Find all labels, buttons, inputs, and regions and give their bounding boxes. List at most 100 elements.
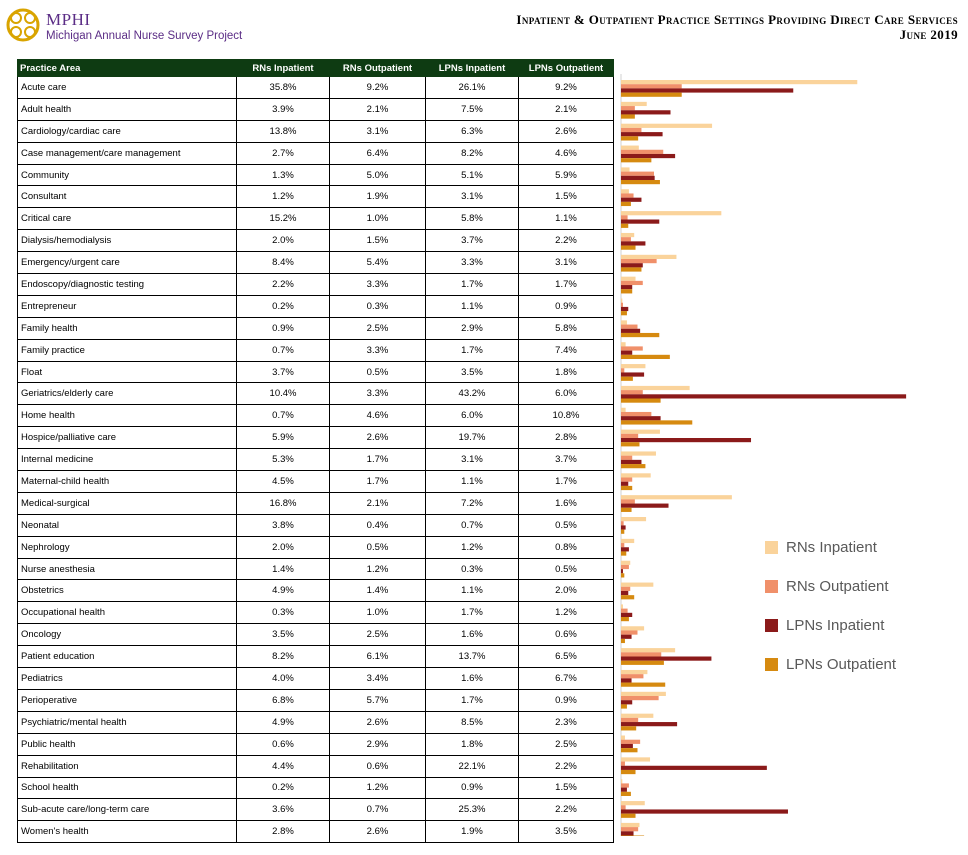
practice-area-cell: Neonatal [17, 513, 237, 537]
value-cell: 2.5% [329, 316, 426, 340]
value-cell: 10.8% [518, 404, 614, 428]
legend-swatch [765, 658, 778, 671]
bar [621, 517, 647, 522]
value-cell: 2.7% [236, 141, 330, 165]
value-cell: 1.1% [518, 207, 614, 231]
table-row: Critical care 15.2% 1.0% 5.8% 1.1% [17, 207, 614, 231]
practice-area-cell: Nurse anesthesia [17, 557, 237, 581]
value-cell: 4.9% [236, 710, 330, 734]
legend-item: LPNs Inpatient [765, 606, 896, 645]
table-row: Perioperative 6.8% 5.7% 1.7% 0.9% [17, 688, 614, 712]
value-cell: 0.2% [236, 776, 330, 800]
table-row: Nurse anesthesia 1.4% 1.2% 0.3% 0.5% [17, 557, 614, 581]
value-cell: 35.8% [236, 76, 330, 99]
bar [621, 263, 643, 268]
bar [621, 92, 682, 97]
bar [621, 779, 623, 784]
value-cell: 2.3% [518, 710, 614, 734]
bar [621, 674, 644, 679]
value-cell: 1.1% [425, 294, 519, 318]
bar [621, 481, 629, 486]
value-cell: 7.4% [518, 338, 614, 362]
bar [621, 660, 664, 665]
practice-area-cell: Public health [17, 732, 237, 756]
value-cell: 2.6% [518, 119, 614, 143]
bar [621, 503, 669, 508]
bar [621, 551, 627, 556]
practice-area-cell: Case management/care management [17, 141, 237, 165]
value-cell: 0.2% [236, 294, 330, 318]
bar [621, 801, 645, 806]
value-cell: 1.1% [425, 579, 519, 603]
bar [621, 332, 660, 338]
bar [621, 88, 794, 93]
practice-area-cell: Oncology [17, 623, 237, 647]
bar [621, 189, 629, 194]
bar [621, 573, 625, 578]
bar [621, 201, 631, 207]
value-cell: 8.4% [236, 251, 330, 275]
bar [621, 267, 642, 272]
value-cell: 0.8% [518, 535, 614, 559]
bar-chart [620, 74, 907, 836]
practice-area-cell: Perioperative [17, 688, 237, 712]
practice-area-cell: Cardiology/cardiac care [17, 119, 237, 143]
practice-area-cell: Acute care [17, 76, 237, 99]
bar [621, 180, 660, 185]
value-cell: 2.0% [236, 535, 330, 559]
column-header: RNs Inpatient [236, 59, 330, 77]
bar [621, 700, 633, 705]
value-cell: 10.4% [236, 382, 330, 406]
value-cell: 2.6% [329, 426, 426, 450]
bar [621, 237, 631, 242]
value-cell: 26.1% [425, 76, 519, 99]
bar [621, 153, 676, 159]
bar [621, 696, 659, 701]
table-row: Geriatrics/elderly care 10.4% 3.3% 43.2% 6.0… [17, 382, 614, 406]
value-cell: 2.9% [425, 316, 519, 340]
title-line-1: Inpatient & Outpatient Practice Settings… [516, 12, 958, 27]
bar [621, 499, 635, 504]
practice-area-cell: Internal medicine [17, 448, 237, 472]
practice-area-cell: Entrepreneur [17, 294, 237, 318]
value-cell: 3.4% [329, 667, 426, 690]
table-row: Oncology 3.5% 2.5% 1.6% 0.6% [17, 623, 614, 647]
bar [621, 525, 626, 530]
practice-area-cell: Psychiatric/mental health [17, 710, 237, 734]
bar [621, 590, 629, 596]
bar [621, 197, 642, 202]
value-cell: 0.6% [236, 732, 330, 756]
bar [621, 219, 660, 224]
bar [621, 390, 643, 395]
value-cell: 1.2% [518, 601, 614, 625]
value-cell: 3.3% [329, 382, 426, 406]
table-header-row: Practice Area RNs Inpatient RNs Outpatie… [17, 59, 614, 77]
bar [621, 364, 646, 369]
value-cell: 6.0% [425, 404, 519, 428]
bar [621, 608, 628, 613]
value-cell: 0.7% [329, 798, 426, 822]
value-cell: 15.2% [236, 207, 330, 231]
table-row: Sub-acute care/long-term care 3.6% 0.7% 25.… [17, 798, 614, 822]
table-row: Neonatal 3.8% 0.4% 0.7% 0.5% [17, 513, 614, 537]
value-cell: 0.7% [236, 338, 330, 362]
legend-item: RNs Outpatient [765, 567, 896, 606]
table-row: Emergency/urgent care 8.4% 5.4% 3.3% 3.1% [17, 251, 614, 275]
bar [621, 429, 660, 434]
bar [621, 538, 635, 544]
bar [621, 80, 858, 85]
value-cell: 8.2% [425, 141, 519, 165]
value-cell: 5.1% [425, 163, 519, 187]
value-cell: 4.5% [236, 470, 330, 493]
value-cell: 5.8% [518, 316, 614, 340]
value-cell: 8.2% [236, 645, 330, 669]
bar [621, 748, 638, 753]
table-row: Nephrology 2.0% 0.5% 1.2% 0.8% [17, 535, 614, 559]
bar [621, 507, 632, 512]
bar [621, 630, 638, 635]
table-row: Dialysis/hemodialysis 2.0% 1.5% 3.7% 2.2% [17, 229, 614, 253]
practice-area-cell: Family practice [17, 338, 237, 362]
legend-label: LPNs Inpatient [786, 617, 885, 634]
value-cell: 3.6% [236, 798, 330, 822]
value-cell: 3.5% [236, 623, 330, 647]
